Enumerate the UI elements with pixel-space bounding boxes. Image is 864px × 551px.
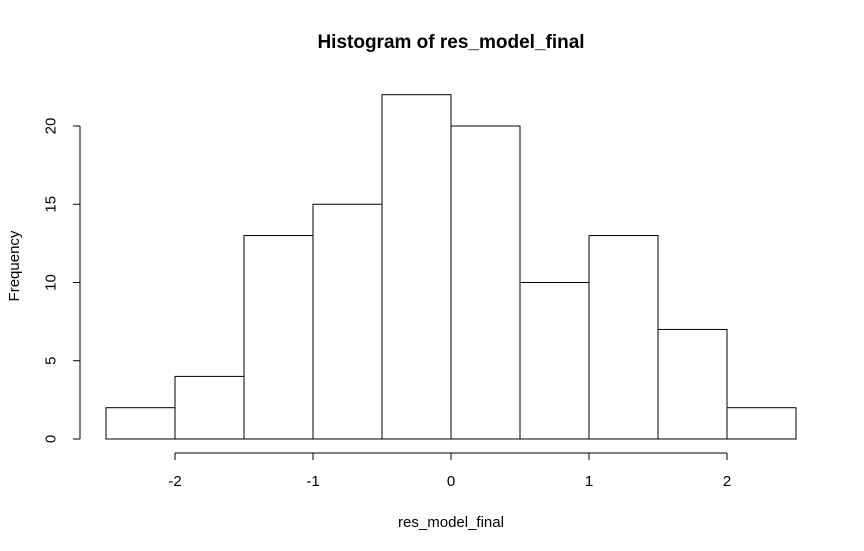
histogram-bar [105,407,176,440]
histogram-bar [312,203,383,440]
histogram-bar [174,375,245,440]
histogram-bar [450,125,521,440]
x-tick-label: 2 [723,473,731,490]
chart-title: Histogram of res_model_final [317,32,584,53]
y-tick-label: 20 [43,118,60,135]
y-tick-label: 15 [43,196,60,213]
y-tick-label: 5 [43,357,60,365]
histogram-bar [726,407,797,440]
y-axis-label: Frequency [6,230,23,301]
x-tick-label: 0 [447,473,455,490]
histogram-bar [519,282,590,440]
x-tick-label: -2 [168,473,181,490]
y-tick-label: 10 [43,274,60,291]
x-tick-label: -1 [306,473,319,490]
x-axis: -2 -1 0 1 2 [168,452,731,490]
histogram-bar [381,94,452,440]
y-axis: 0 5 10 15 20 [43,118,81,443]
histogram-bars [105,94,797,440]
histogram-bar [657,328,728,440]
x-tick-label: 1 [585,473,593,490]
x-axis-label: res_model_final [398,514,504,531]
histogram-bar [243,235,314,440]
histogram-bar [588,235,659,440]
y-tick-label: 0 [43,435,60,443]
